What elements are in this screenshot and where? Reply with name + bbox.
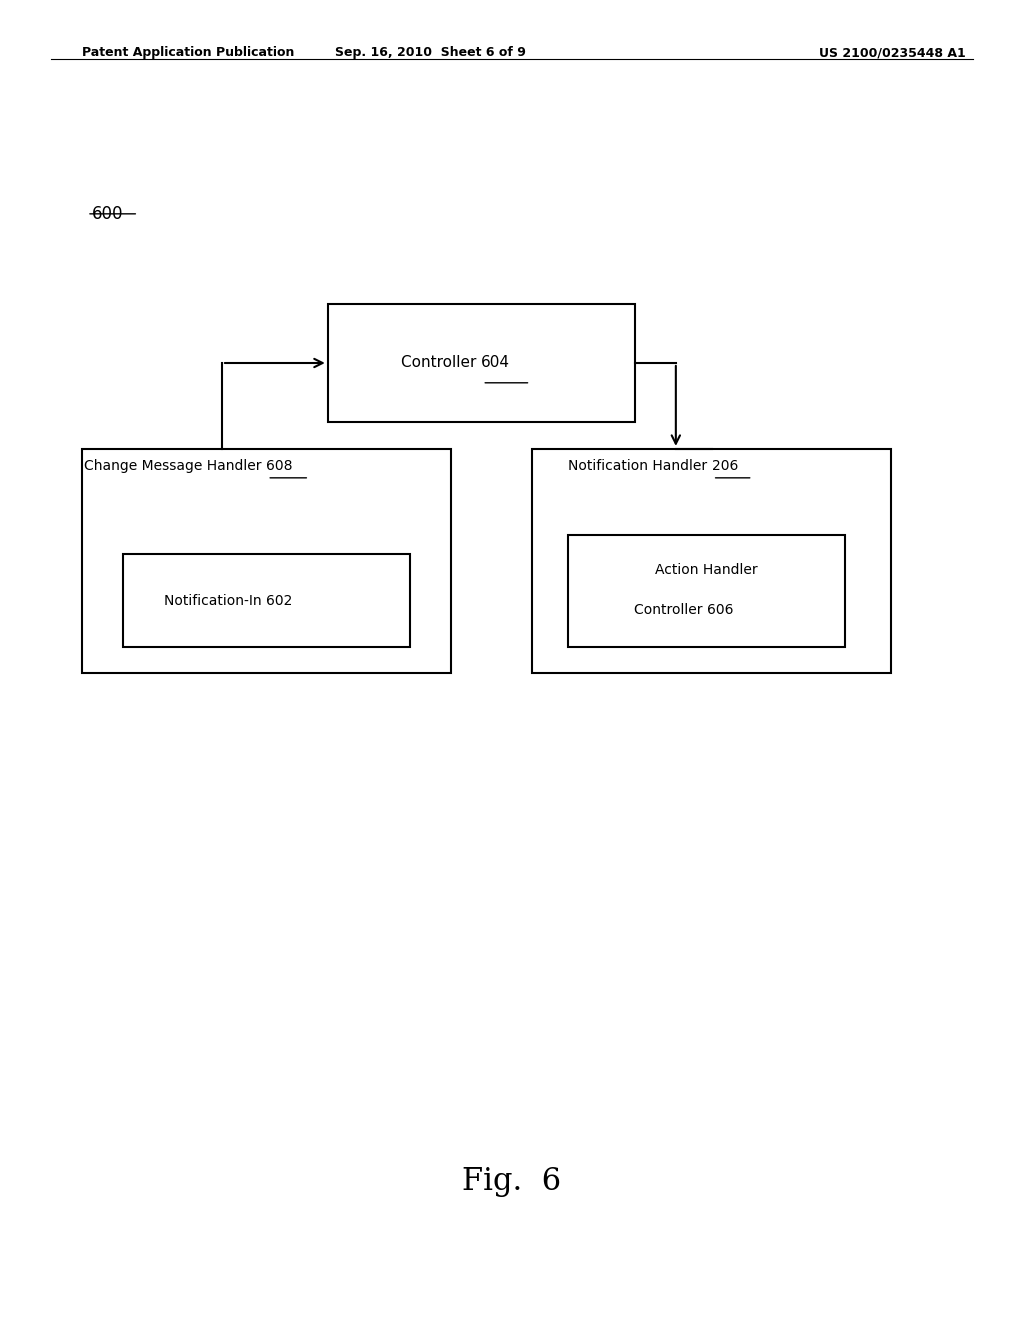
Text: Controller: Controller: [401, 355, 481, 371]
Text: Change Message Handler: Change Message Handler: [84, 459, 266, 474]
Text: 604: 604: [481, 355, 510, 371]
Bar: [123, 554, 410, 647]
Bar: [532, 449, 891, 673]
Text: Sep. 16, 2010  Sheet 6 of 9: Sep. 16, 2010 Sheet 6 of 9: [335, 46, 525, 59]
Text: Controller: Controller: [634, 603, 707, 618]
Text: Notification-In: Notification-In: [164, 594, 266, 607]
Text: 600: 600: [92, 205, 124, 223]
Text: 206: 206: [712, 459, 738, 474]
Text: Notification Handler: Notification Handler: [568, 459, 712, 474]
Text: 602: 602: [266, 594, 293, 607]
Bar: [82, 449, 451, 673]
Text: Action Handler: Action Handler: [655, 562, 758, 577]
Text: Fig.  6: Fig. 6: [463, 1166, 561, 1197]
Bar: [568, 535, 845, 647]
Text: 606: 606: [707, 603, 733, 618]
Text: US 2100/0235448 A1: US 2100/0235448 A1: [819, 46, 966, 59]
Text: 608: 608: [266, 459, 293, 474]
Text: Patent Application Publication: Patent Application Publication: [82, 46, 294, 59]
Bar: [328, 304, 635, 422]
